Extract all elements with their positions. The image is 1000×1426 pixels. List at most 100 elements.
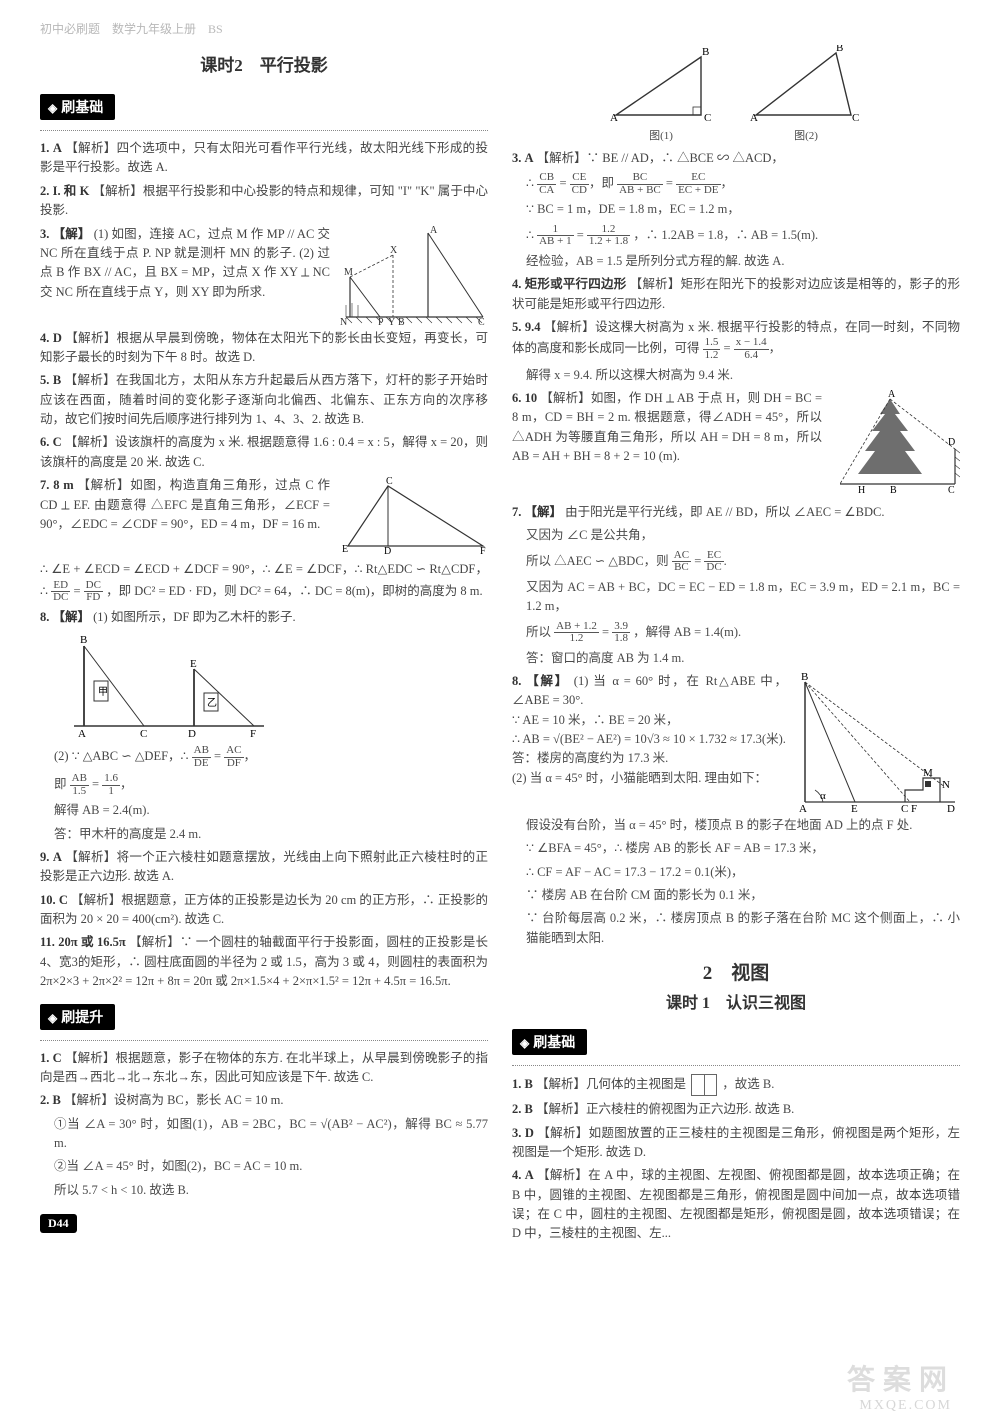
r1-ans: C <box>53 1051 62 1065</box>
q8b: (2) ∵ △ABC ∽ △DEF，∴ ABDE = ACDF， <box>54 745 488 769</box>
v4-ans: A <box>525 1168 534 1182</box>
rq5-ana-b: 解得 x = 9.4. 所以这棵大树高为 9.4 米. <box>526 368 733 382</box>
rq3-ana-c: ∵ BC = 1 m，DE = 1.8 m，EC = 1.2 m， <box>526 202 740 216</box>
v1-ana-b: ，故选 B. <box>722 1077 774 1091</box>
svg-text:F: F <box>250 728 256 740</box>
rq8-ana-f: 假设没有台阶，当 α = 45° 时，楼顶点 B 的影子在地面 AD 上的点 F… <box>526 818 912 832</box>
v1-no: 1. <box>512 1077 521 1091</box>
q3-no: 3. <box>40 227 49 241</box>
r2c: ②当 ∠A = 45° 时，如图(2)，BC = AC = 10 m. <box>54 1157 488 1176</box>
rq3-ans: A <box>525 151 534 165</box>
rq8-ana-g: ∵ ∠BFA = 45°，∴ 楼房 AB 的影长 AF = AB = 17.3 … <box>526 841 824 855</box>
q6: 6. C 【解析】设该旗杆的高度为 x 米. 根据题意得 1.6 : 0.4 =… <box>40 433 488 472</box>
frac-ab12-12: AB + 1.21.2 <box>554 621 599 645</box>
right-column: A C B 图(1) A C B 图(2) 3. A 【解析】∵ BE // A… <box>512 45 960 1248</box>
dotline-2 <box>40 1040 488 1041</box>
rq3d: ∴ 1AB + 1 = 1.21.2 + 1.8 ，∴ 1.2AB = 1.8，… <box>526 224 960 248</box>
rq8-ana-i: ∵ 楼房 AB 在台阶 CM 面的影长为 0.1 米， <box>526 888 763 902</box>
rq7-ana-d: 又因为 AC = AB + BC，DC = EC − ED = 1.8 m，EC… <box>526 580 960 613</box>
rq7-ana-a: 由于阳光是平行光线，即 AE // BD，所以 ∠AEC = ∠BDC. <box>565 505 884 519</box>
badge-basic-right: 刷基础 <box>512 1029 587 1055</box>
rq8h: ∴ CF = AF − AC = 17.3 − 17.2 = 0.1(米)， <box>526 863 960 882</box>
watermark-sub: MXQE.COM <box>859 1398 952 1414</box>
q8: 8. 【解】 (1) 如图所示，DF 即为乙木杆的影子. <box>40 608 488 627</box>
svg-text:P: P <box>378 317 384 325</box>
frac-ce-cd: CECD <box>570 172 589 196</box>
q8-ana-b: (2) ∵ △ABC ∽ △DEF，∴ <box>54 749 189 763</box>
r1: 1. C 【解析】根据题意，影子在物体的东方. 在北半球上，从早晨到傍晚影子的指… <box>40 1049 488 1088</box>
rq7-ana-g: 答：窗口的高度 AB 为 1.4 m. <box>526 651 684 665</box>
q8-ana-a: (1) 如图所示，DF 即为乙木杆的影子. <box>93 610 295 624</box>
svg-text:B: B <box>836 45 843 54</box>
rq7: 7. 【解】 由于阳光是平行光线，即 AE // BD，所以 ∠AEC = ∠B… <box>512 503 960 522</box>
svg-text:X: X <box>390 245 398 256</box>
page-header-hint: 初中必刷题 数学九年级上册 BS <box>40 20 960 37</box>
rq3-no: 3. <box>512 151 521 165</box>
rq7c: 所以 △AEC ∽ △BDC，则 ACBC = ECDC. <box>526 550 960 574</box>
frac-ec-ecde: ECEC + DE <box>676 172 720 196</box>
rq4: 4. 矩形或平行四边形 【解析】矩形在阳光下的投影对边应该是相等的，影子的形状可… <box>512 275 960 314</box>
svg-text:B: B <box>398 317 405 325</box>
frac-dc-fd: DCFD <box>84 580 103 604</box>
q5-ana: 【解析】在我国北方，太阳从东方升起最后从西方落下，灯杆的影子开始时应该在西面，随… <box>40 373 488 426</box>
frac-ac-bc: ACBC <box>672 550 691 574</box>
svg-text:B: B <box>801 672 808 683</box>
rq8g: ∵ ∠BFA = 45°，∴ 楼房 AB 的影长 AF = AB = 17.3 … <box>526 839 960 858</box>
q9-no: 9. <box>40 850 49 864</box>
rq3: 3. A 【解析】∵ BE // AD，∴ △BCE ∽ △ACD， <box>512 149 960 168</box>
rq8-no: 8. <box>512 674 521 688</box>
q11: 11. 20π 或 16.5π 【解析】∵ 一个圆柱的轴截面平行于投影面，圆柱的… <box>40 933 488 991</box>
fig1-label: 图(1) <box>606 127 716 143</box>
rq3c: ∵ BC = 1 m，DE = 1.8 m，EC = 1.2 m， <box>526 200 960 219</box>
q10-ans: C <box>59 893 68 907</box>
svg-text:E: E <box>342 544 348 555</box>
svg-text:D: D <box>947 803 955 812</box>
frac-16-1: 1.61 <box>102 773 120 797</box>
rq3-ana-e: ，∴ 1.2AB = 1.8，∴ AB = 1.5(m). <box>633 228 818 242</box>
q3-ans: 【解】 <box>53 227 91 241</box>
svg-text:A: A <box>888 389 896 400</box>
v2: 2. B 【解析】正六棱柱的俯视图为正六边形. 故选 B. <box>512 1100 960 1119</box>
rq7g: 答：窗口的高度 AB 为 1.4 m. <box>526 649 960 668</box>
frac-cb-ca: CBCA <box>537 172 556 196</box>
frac-ed-dc: EDDC <box>51 580 70 604</box>
q9-ana: 【解析】将一个正六棱柱如题意摆放，光线由上向下照射此正六棱柱时的正投影是正六边形… <box>40 850 488 883</box>
rq6-no: 6. <box>512 391 521 405</box>
q8-ana-c: 即 <box>54 777 67 791</box>
q9-ans: A <box>53 850 62 864</box>
rq6-figure: A H B C D <box>830 389 960 499</box>
r2-ana-b: ①当 ∠A = 30° 时，如图(1)，AB = 2BC，BC = √(AB² … <box>54 1117 488 1150</box>
svg-text:A: A <box>750 112 758 124</box>
q1: 1. A 【解析】四个选项中，只有太阳光可看作平行光线，故太阳光线下形成的投影是… <box>40 139 488 178</box>
right-top-figures: A C B 图(1) A C B 图(2) <box>512 45 960 143</box>
rq7-no: 7. <box>512 505 521 519</box>
rq4-ans: 矩形或平行四边形 <box>525 277 627 291</box>
svg-text:C: C <box>852 112 859 124</box>
svg-text:C: C <box>478 317 485 325</box>
rq6-ans: 10 <box>525 391 538 405</box>
badge-raise: 刷提升 <box>40 1004 115 1030</box>
q8e: 答：甲木杆的高度是 2.4 m. <box>54 825 488 844</box>
triangle-fig1: A C B <box>606 45 716 125</box>
q1-ana: 【解析】四个选项中，只有太阳光可看作平行光线，故太阳光线下形成的投影是平行投影。… <box>40 141 488 174</box>
rq7-ana-b: 又因为 ∠C 是公共角， <box>526 528 653 542</box>
q4: 4. D 【解析】根据从早晨到傍晚，物体在太阳光下的影长由长变短，再变长，可知影… <box>40 329 488 368</box>
v2-no: 2. <box>512 1102 521 1116</box>
v2-ans: B <box>525 1102 533 1116</box>
rq8-figure: α B A E C F D M N <box>795 672 960 812</box>
svg-text:M: M <box>923 767 933 779</box>
r2d: 所以 5.7 < h < 10. 故选 B. <box>54 1181 488 1200</box>
q2: 2. I. 和 K 【解析】根据平行投影和中心投影的特点和规律，可知 "I" "… <box>40 182 488 221</box>
svg-text:E: E <box>190 658 197 670</box>
q7: 7. 8 m 【解析】如图，构造直角三角形，过点 C 作 CD ⟂ EF. 由题… <box>40 476 488 556</box>
q6-ana: 【解析】设该旗杆的高度为 x 米. 根据题意得 1.6 : 0.4 = x : … <box>40 435 488 468</box>
rq7e: 所以 AB + 1.21.2 = 3.91.8 ，解得 AB = 1.4(m). <box>526 621 960 645</box>
r2b: ①当 ∠A = 30° 时，如图(1)，AB = 2BC，BC = √(AB² … <box>54 1115 488 1154</box>
q8-fig-row: 甲 乙 B A C E D F <box>54 631 488 741</box>
svg-text:乙: 乙 <box>207 697 217 709</box>
svg-text:D: D <box>384 546 391 556</box>
svg-text:B: B <box>702 46 709 58</box>
rq5: 5. 9.4 【解析】设这棵大树高为 x 米. 根据平行投影的特点，在同一时刻，… <box>512 318 960 361</box>
q6-no: 6. <box>40 435 49 449</box>
rq8f: 假设没有台阶，当 α = 45° 时，楼顶点 B 的影子在地面 AD 上的点 F… <box>526 816 960 835</box>
